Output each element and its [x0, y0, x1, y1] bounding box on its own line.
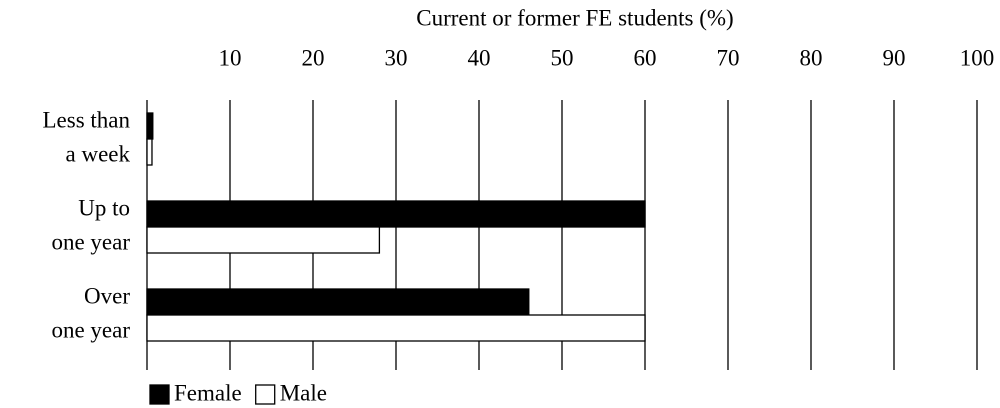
y-tick-label: Less than [42, 107, 130, 132]
y-tick-label: one year [51, 229, 130, 254]
bar [146, 226, 381, 254]
bar [146, 314, 646, 342]
x-tick-label: 60 [634, 45, 657, 70]
y-tick-label: a week [66, 141, 131, 166]
bar [146, 112, 154, 140]
x-tick-label: 70 [717, 45, 740, 70]
legend-label: Female [174, 380, 242, 405]
x-tick-label: 90 [883, 45, 906, 70]
y-tick-label: one year [51, 317, 130, 342]
bar [146, 200, 646, 228]
y-tick-label: Up to [78, 195, 130, 220]
x-tick-label: 50 [551, 45, 574, 70]
bar [146, 138, 153, 166]
x-tick-label: 80 [800, 45, 823, 70]
legend-label: Male [280, 380, 327, 405]
bar [146, 288, 530, 316]
x-tick-label: 20 [302, 45, 325, 70]
axis-title: Current or former FE students (%) [416, 5, 733, 30]
x-tick-label: 100 [960, 45, 995, 70]
x-tick-label: 40 [468, 45, 491, 70]
legend-swatch [149, 384, 170, 405]
x-tick-label: 30 [385, 45, 408, 70]
x-tick-label: 10 [219, 45, 242, 70]
legend-swatch [255, 384, 276, 405]
y-tick-label: Over [84, 283, 130, 308]
